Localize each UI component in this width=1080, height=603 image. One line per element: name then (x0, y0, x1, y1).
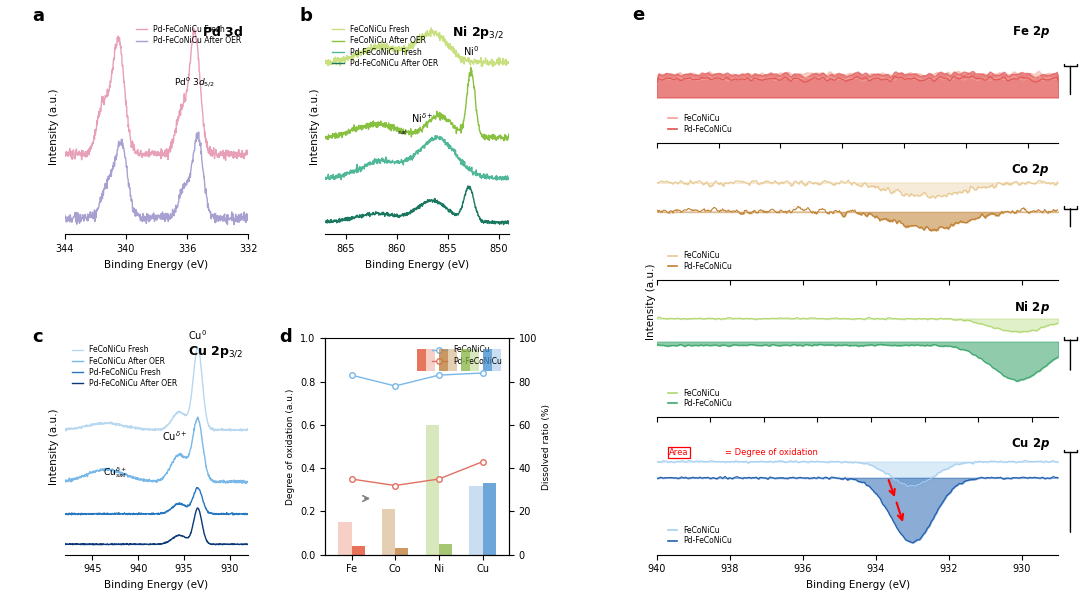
Legend: FeCoNiCu, Pd-FeCoNiCu: FeCoNiCu, Pd-FeCoNiCu (664, 111, 734, 137)
Bar (438, 544, 451, 555)
Text: = Degree of oxidation: = Degree of oxidation (725, 448, 818, 457)
Text: Area: Area (669, 448, 688, 457)
Text: Cu 2$\bfit{p}$: Cu 2$\bfit{p}$ (1011, 436, 1051, 452)
Legend: FeCoNiCu, Pd-FeCoNiCu: FeCoNiCu, Pd-FeCoNiCu (429, 342, 505, 368)
Text: Intensity (a.u.): Intensity (a.u.) (646, 264, 656, 339)
Text: Cu$^{\delta+}_{sat}$: Cu$^{\delta+}_{sat}$ (104, 465, 127, 479)
Legend: FeCoNiCu, Pd-FeCoNiCu: FeCoNiCu, Pd-FeCoNiCu (664, 385, 734, 411)
Text: Fe 2$\bfit{p}$: Fe 2$\bfit{p}$ (1012, 24, 1051, 40)
Bar (351, 546, 365, 555)
Text: c: c (31, 327, 42, 346)
Text: $_{sat}$: $_{sat}$ (396, 128, 408, 137)
Text: Pd 3$\mathbf{d}$: Pd 3$\mathbf{d}$ (202, 25, 243, 39)
Legend: FeCoNiCu Fresh, FeCoNiCu After OER, Pd-FeCoNiCu Fresh, Pd-FeCoNiCu After OER: FeCoNiCu Fresh, FeCoNiCu After OER, Pd-F… (329, 22, 441, 71)
FancyBboxPatch shape (440, 349, 458, 371)
FancyBboxPatch shape (483, 349, 501, 371)
Y-axis label: Intensity (a.u.): Intensity (a.u.) (310, 88, 320, 165)
Legend: FeCoNiCu, Pd-FeCoNiCu: FeCoNiCu, Pd-FeCoNiCu (664, 248, 734, 274)
Y-axis label: Dissolved ratio (%): Dissolved ratio (%) (542, 403, 552, 490)
Legend: FeCoNiCu, Pd-FeCoNiCu: FeCoNiCu, Pd-FeCoNiCu (664, 523, 734, 549)
Text: Ni$^{\delta+}$: Ni$^{\delta+}$ (410, 112, 433, 125)
X-axis label: Binding Energy (eV): Binding Energy (eV) (105, 260, 208, 270)
Text: Ni 2$\mathbf{p}_{3/2}$: Ni 2$\mathbf{p}_{3/2}$ (451, 25, 503, 41)
Text: d: d (280, 327, 293, 346)
X-axis label: Binding Energy (eV): Binding Energy (eV) (105, 580, 208, 590)
Text: Pd$^0$ 3$d_{5/2}$: Pd$^0$ 3$d_{5/2}$ (174, 75, 215, 90)
FancyBboxPatch shape (461, 349, 480, 371)
Text: Ni$^0$: Ni$^0$ (463, 45, 480, 58)
Text: Co 2$\bfit{p}$: Co 2$\bfit{p}$ (1012, 162, 1051, 178)
Y-axis label: Intensity (a.u.): Intensity (a.u.) (50, 88, 59, 165)
Text: e: e (633, 5, 645, 24)
FancyBboxPatch shape (417, 349, 435, 371)
Text: Ni 2$\bfit{p}$: Ni 2$\bfit{p}$ (1014, 299, 1051, 316)
Text: a: a (31, 7, 44, 25)
FancyBboxPatch shape (440, 349, 448, 371)
Y-axis label: Degree of oxidation (a.u.): Degree of oxidation (a.u.) (285, 388, 295, 505)
Bar (395, 548, 408, 555)
FancyBboxPatch shape (483, 349, 492, 371)
Legend: Pd-FeCoNiCu Fresh, Pd-FeCoNiCu After OER: Pd-FeCoNiCu Fresh, Pd-FeCoNiCu After OER (133, 22, 244, 48)
Text: Cu 2$\mathbf{p}_{3/2}$: Cu 2$\mathbf{p}_{3/2}$ (188, 345, 243, 361)
Bar (382, 510, 395, 555)
FancyBboxPatch shape (461, 349, 470, 371)
Text: Cu$^{\delta+}$: Cu$^{\delta+}$ (162, 429, 188, 443)
Bar (483, 484, 496, 555)
Bar (470, 485, 483, 555)
FancyBboxPatch shape (417, 349, 427, 371)
Legend: FeCoNiCu Fresh, FeCoNiCu After OER, Pd-FeCoNiCu Fresh, Pd-FeCoNiCu After OER: FeCoNiCu Fresh, FeCoNiCu After OER, Pd-F… (69, 342, 180, 391)
Y-axis label: Intensity (a.u.): Intensity (a.u.) (50, 408, 59, 485)
Bar (338, 522, 351, 555)
X-axis label: Binding Energy (eV): Binding Energy (eV) (806, 580, 909, 590)
Bar (426, 425, 438, 555)
Text: b: b (299, 7, 312, 25)
Text: Cu$^0$: Cu$^0$ (188, 329, 207, 343)
X-axis label: Binding Energy (eV): Binding Energy (eV) (365, 260, 469, 270)
